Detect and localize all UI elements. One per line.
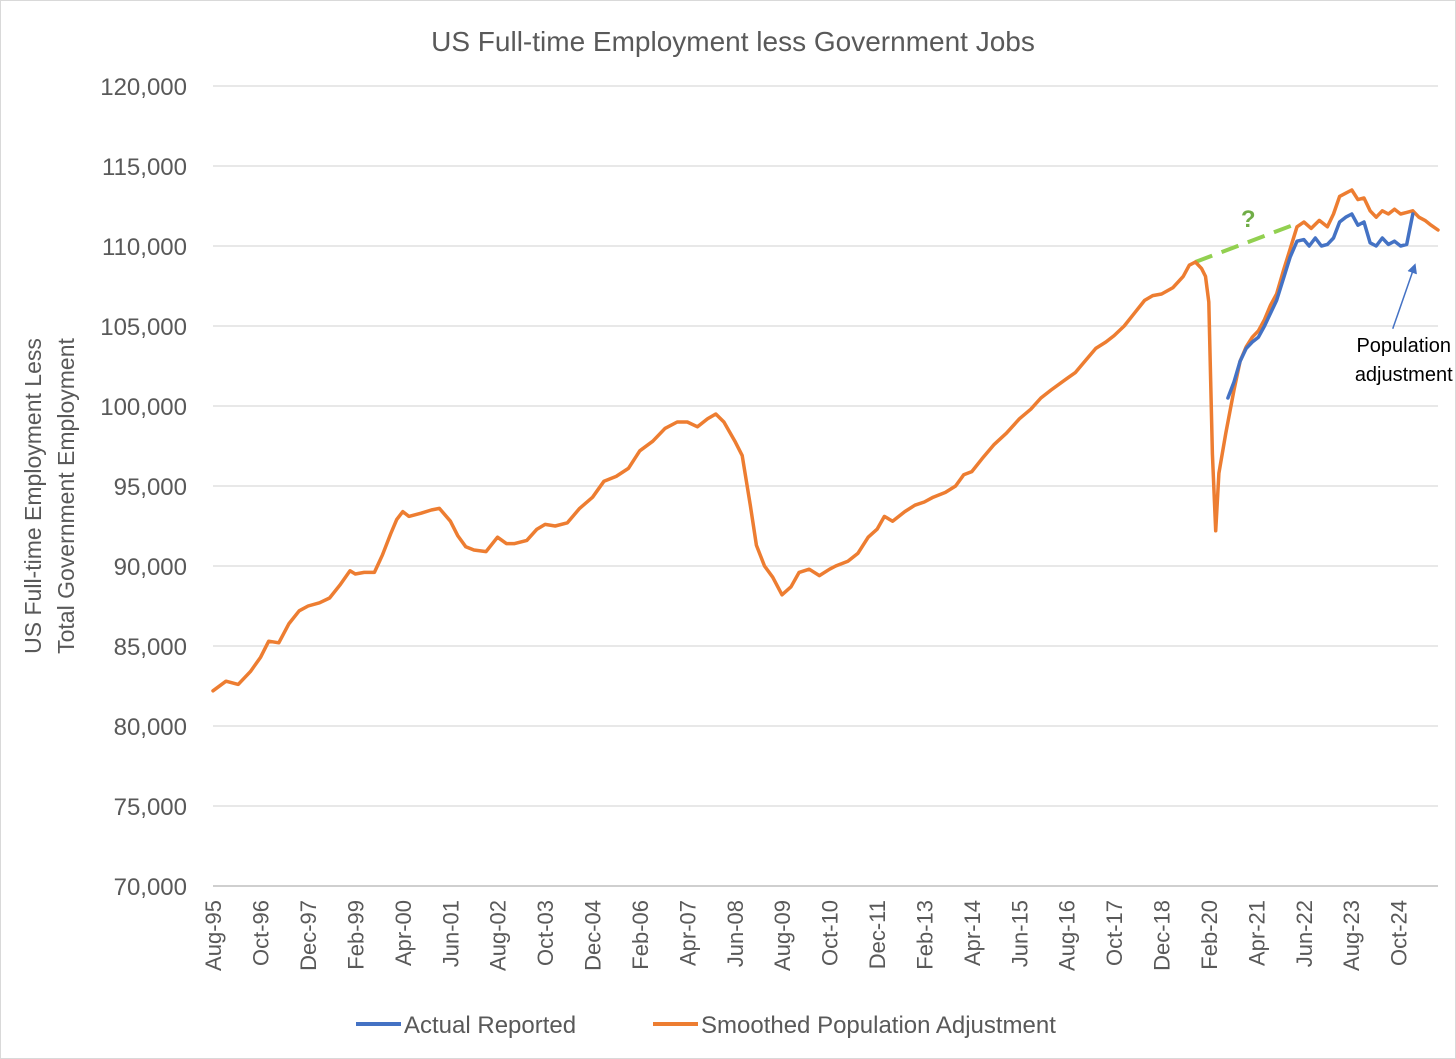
x-tick-label: Aug-23 (1339, 900, 1364, 971)
x-tick-label: Oct-17 (1102, 900, 1127, 966)
y-axis-label-line-2: Total Government Employment (53, 338, 79, 654)
y-axis-label: US Full-time Employment Less Total Gover… (20, 338, 79, 654)
x-tick-label: Feb-13 (912, 900, 937, 970)
legend-label-smoothed-population-adjustment: Smoothed Population Adjustment (701, 1012, 1056, 1039)
legend-label-actual-reported: Actual Reported (404, 1012, 576, 1039)
x-tick-label: Oct-96 (249, 900, 274, 966)
x-axis-ticks: Aug-95 Oct-96 Dec-97 Feb-99 Apr-00 Jun-01 Aug-… (201, 900, 1412, 971)
series-lines (211, 188, 1440, 693)
y-tick-label: 100,000 (100, 394, 187, 421)
x-tick-label: Apr-07 (675, 900, 700, 966)
series-line-smoothed-population-adjustment (211, 188, 1440, 693)
x-tick-label: Apr-00 (391, 900, 416, 966)
x-tick-label: Jun-08 (723, 900, 748, 967)
y-tick-label: 115,000 (102, 154, 187, 181)
x-tick-label: Oct-10 (818, 900, 843, 966)
x-tick-label: Aug-02 (486, 900, 511, 971)
chart-title: US Full-time Employment less Government … (431, 26, 1035, 57)
x-tick-label: Dec-97 (296, 900, 321, 971)
series-line-actual-reported (1226, 212, 1415, 400)
x-tick-label: Aug-95 (201, 900, 226, 971)
y-axis-label-line-1: US Full-time Employment Less (20, 338, 46, 654)
population-adjustment-annotation: Population (1356, 335, 1451, 357)
x-tick-label: Feb-06 (628, 900, 653, 970)
x-tick-label: Aug-09 (770, 900, 795, 971)
y-tick-label: 80,000 (114, 714, 187, 741)
x-tick-label: Feb-20 (1197, 900, 1222, 970)
annotation-arrow (1392, 263, 1417, 330)
y-tick-label: 120,000 (100, 74, 187, 101)
gridlines (213, 85, 1438, 887)
y-tick-label: 75,000 (114, 794, 187, 821)
y-tick-label: 105,000 (100, 314, 187, 341)
annotations: ? Population adjustment (1241, 206, 1453, 386)
x-tick-label: Jun-22 (1292, 900, 1317, 967)
x-tick-label: Jun-15 (1007, 900, 1032, 967)
y-tick-label: 95,000 (114, 474, 187, 501)
x-tick-label: Oct-03 (533, 900, 558, 966)
x-tick-label: Apr-14 (960, 900, 985, 966)
legend: Actual Reported Smoothed Population Adju… (356, 1012, 1056, 1039)
x-tick-label: Apr-21 (1244, 900, 1269, 966)
x-tick-label: Dec-18 (1150, 900, 1175, 971)
y-tick-label: 85,000 (114, 634, 187, 661)
x-tick-label: Dec-11 (865, 900, 890, 969)
y-tick-label: 70,000 (114, 874, 187, 901)
y-tick-label: 90,000 (114, 554, 187, 581)
trend-line-dashed (1194, 221, 1298, 264)
population-adjustment-annotation: adjustment (1355, 364, 1453, 386)
y-axis-ticks: 70,000 75,000 80,000 85,000 90,000 95,000 100,… (100, 74, 187, 901)
x-tick-label: Feb-99 (343, 900, 368, 970)
x-tick-label: Dec-04 (581, 900, 606, 971)
y-tick-label: 110,000 (102, 234, 187, 261)
x-tick-label: Oct-24 (1387, 900, 1412, 966)
x-tick-label: Aug-16 (1055, 900, 1080, 971)
x-tick-label: Jun-01 (438, 900, 463, 967)
question-mark-annotation: ? (1241, 206, 1256, 233)
